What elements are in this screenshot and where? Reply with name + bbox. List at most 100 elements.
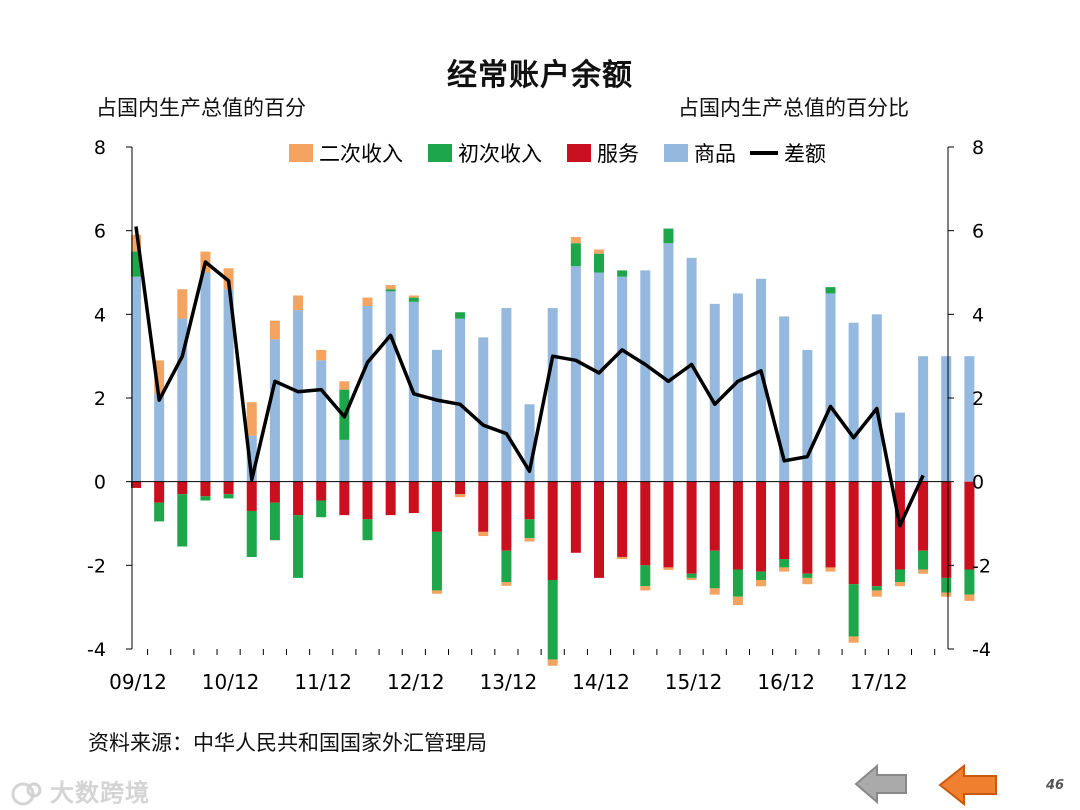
bar-goods-6 xyxy=(269,339,280,482)
bar-goods-19 xyxy=(570,266,581,482)
previous-page-arrow-icon[interactable] xyxy=(853,763,909,805)
bar-services-31 xyxy=(848,481,859,585)
bar-services-18 xyxy=(547,481,558,580)
bar-goods-35 xyxy=(941,356,952,482)
bar-primary_income-29 xyxy=(802,573,813,578)
bar-secondary_income-19 xyxy=(570,236,581,244)
bar-secondary_income-32 xyxy=(871,590,882,597)
source-note: 资料来源：中华人民共和国国家外汇管理局 xyxy=(88,731,487,755)
legend-swatch-secondary_income xyxy=(289,144,313,162)
bar-goods-15 xyxy=(478,337,489,482)
left-axis-unit-label: 占国内生产总值的百分 xyxy=(96,96,306,120)
watermark-logo-icon xyxy=(11,782,42,806)
bar-goods-0 xyxy=(131,276,141,482)
bar-goods-2 xyxy=(177,318,188,482)
y-tick-label-right: 4 xyxy=(972,304,984,326)
bar-services-24 xyxy=(686,481,697,574)
bar-services-34 xyxy=(918,481,929,551)
x-tick-label: 12/12 xyxy=(387,670,445,694)
y-tick-label-left: 4 xyxy=(94,304,106,326)
bar-services-32 xyxy=(871,481,882,587)
right-axis-unit-label: 占国内生产总值的百分比 xyxy=(678,96,909,120)
bar-goods-33 xyxy=(894,412,905,482)
next-page-arrow-icon[interactable] xyxy=(936,763,1000,807)
bar-secondary_income-35 xyxy=(941,592,952,597)
bar-goods-9 xyxy=(339,439,350,482)
current-account-chart: -4 -4 -2 -2 0 0 2 2 4 4 6 6 8 8 09/12 10/12 11/12 12/12 13… xyxy=(87,137,991,694)
bar-goods-23 xyxy=(663,243,674,482)
bar-goods-22 xyxy=(640,270,651,482)
bar-goods-18 xyxy=(547,308,558,482)
bar-secondary_income-6 xyxy=(269,320,280,340)
bar-secondary_income-36 xyxy=(964,594,975,601)
bar-goods-32 xyxy=(871,314,882,482)
bar-primary_income-11 xyxy=(385,289,396,292)
bar-secondary_income-24 xyxy=(686,577,697,580)
y-tick-label-left: 8 xyxy=(94,137,106,159)
x-tick-label: 13/12 xyxy=(480,670,538,694)
bar-primary_income-8 xyxy=(316,500,327,518)
bar-goods-25 xyxy=(709,303,720,482)
bar-secondary_income-28 xyxy=(779,567,790,572)
bar-secondary_income-26 xyxy=(732,596,743,606)
legend-swatch-services xyxy=(567,144,591,162)
bar-secondary_income-14 xyxy=(455,494,466,498)
x-tick-label: 10/12 xyxy=(202,670,260,694)
bar-services-2 xyxy=(177,481,188,495)
watermark: 大数跨境 xyxy=(10,773,150,808)
bar-secondary_income-29 xyxy=(802,577,813,585)
bar-primary_income-5 xyxy=(246,510,257,557)
bar-goods-3 xyxy=(200,272,211,482)
bar-goods-14 xyxy=(455,318,466,482)
bar-secondary_income-8 xyxy=(316,349,327,361)
bar-services-12 xyxy=(408,481,419,514)
bar-services-9 xyxy=(339,481,350,516)
bar-primary_income-24 xyxy=(686,573,697,578)
bar-primary_income-30 xyxy=(825,287,836,294)
y-tick-label-right: 6 xyxy=(972,221,984,243)
bar-secondary_income-12 xyxy=(408,295,419,298)
bar-primary_income-1 xyxy=(154,502,165,522)
bar-secondary_income-13 xyxy=(431,590,442,594)
bar-goods-13 xyxy=(431,349,442,482)
bar-primary_income-20 xyxy=(594,253,604,273)
bar-secondary_income-34 xyxy=(918,569,929,574)
watermark-text: 大数跨境 xyxy=(50,779,150,807)
bar-primary_income-32 xyxy=(871,586,882,591)
bar-secondary_income-21 xyxy=(617,556,628,560)
y-tick-label-right: -2 xyxy=(972,555,991,577)
bar-services-14 xyxy=(455,481,466,495)
bar-services-22 xyxy=(640,481,651,566)
bar-services-29 xyxy=(802,481,813,574)
y-tick-label-right: 8 xyxy=(972,137,984,159)
bar-goods-8 xyxy=(316,360,327,482)
bar-secondary_income-18 xyxy=(547,659,558,666)
bar-goods-26 xyxy=(732,293,743,482)
bar-services-6 xyxy=(269,481,280,503)
bar-goods-21 xyxy=(617,276,628,482)
y-tick-label-left: 0 xyxy=(94,472,106,494)
bar-services-19 xyxy=(570,481,581,553)
bar-secondary_income-5 xyxy=(246,402,257,436)
bar-goods-29 xyxy=(802,349,813,482)
y-tick-label-left: -2 xyxy=(87,555,106,577)
bar-secondary_income-30 xyxy=(825,567,836,572)
bar-primary_income-10 xyxy=(362,519,373,541)
bar-goods-5 xyxy=(246,435,257,482)
bar-services-3 xyxy=(200,481,211,497)
legend-swatch-goods xyxy=(664,144,688,162)
bar-services-1 xyxy=(154,481,165,503)
bar-primary_income-34 xyxy=(918,550,929,570)
bar-services-16 xyxy=(501,481,512,551)
bar-services-4 xyxy=(223,481,234,495)
bar-secondary_income-27 xyxy=(756,579,767,587)
page-number: 46 xyxy=(1046,778,1065,793)
bar-primary_income-23 xyxy=(663,228,674,244)
bar-primary_income-21 xyxy=(617,270,628,277)
bar-primary_income-16 xyxy=(501,550,512,583)
bar-services-21 xyxy=(617,481,628,557)
x-tick-label: 11/12 xyxy=(294,670,352,694)
x-tick-label: 15/12 xyxy=(665,670,723,694)
bar-services-23 xyxy=(663,481,674,568)
bar-services-36 xyxy=(964,481,975,570)
